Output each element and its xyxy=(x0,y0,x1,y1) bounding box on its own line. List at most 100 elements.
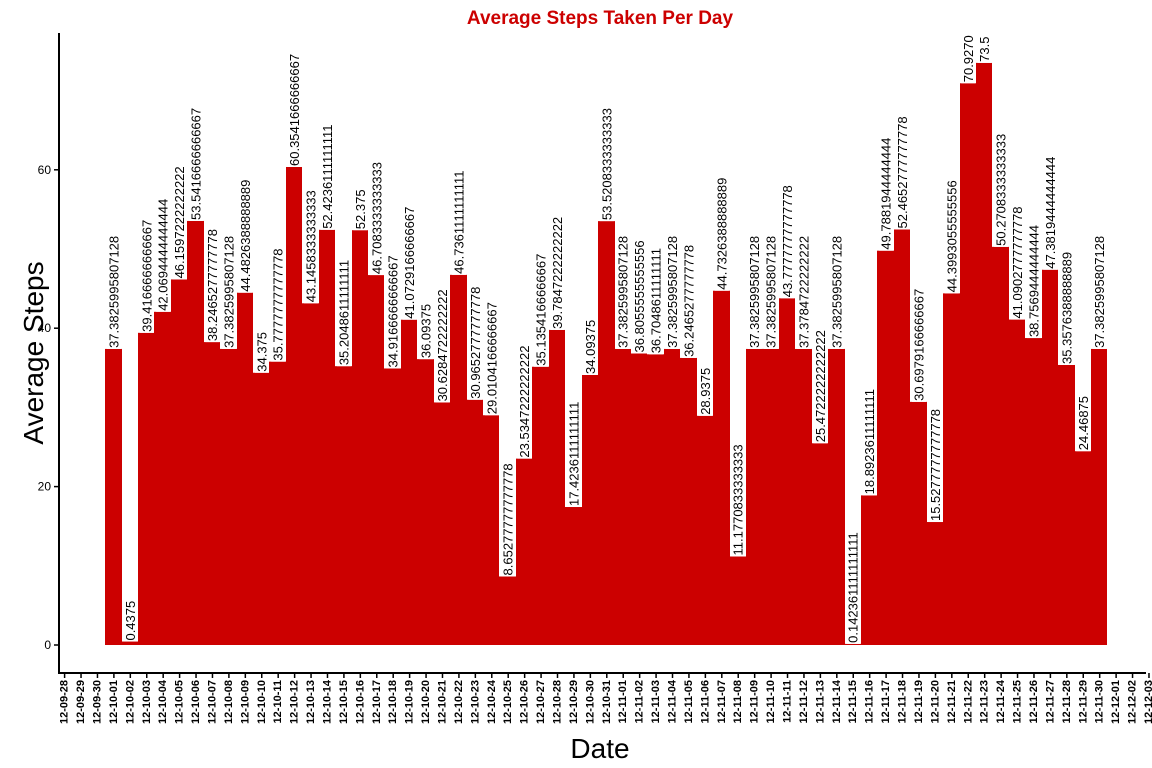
x-tick-label: 12-11-14 xyxy=(831,679,843,723)
data-label-text: 24.46875 xyxy=(1076,396,1091,450)
data-label-12-11-04: 37.3825995807128 xyxy=(665,234,680,349)
data-label-text: 30.9652777777778 xyxy=(468,287,483,399)
x-tick-label: 12-10-29 xyxy=(568,680,580,724)
data-label-background xyxy=(829,234,844,349)
bar-12-11-26 xyxy=(1025,338,1042,645)
x-tick-label: 12-11-07 xyxy=(716,680,728,723)
y-tick-label: 40 xyxy=(38,321,52,335)
data-label-text: 34.09375 xyxy=(583,320,598,374)
bar-12-10-23 xyxy=(467,399,483,645)
data-label-background xyxy=(665,234,680,349)
data-label-text: 52.4652777777778 xyxy=(895,116,910,228)
axes-layer: 0 20 40 60 12-09-28 12-09-29 12-09-30 12-10-01 1… xyxy=(38,33,1152,724)
data-label-background xyxy=(534,252,549,367)
data-label-12-10-13: 43.1458333333333 xyxy=(304,189,319,304)
data-label-text: 46.7083333333333 xyxy=(369,162,384,274)
bar-12-10-19 xyxy=(401,319,417,645)
data-label-text: 38.7569444444444 xyxy=(1026,225,1041,337)
x-tick-label: 12-11-21 xyxy=(946,680,958,723)
data-label-background xyxy=(221,234,236,349)
data-label-background xyxy=(599,107,614,222)
data-label-background xyxy=(172,165,187,280)
data-label-background xyxy=(386,254,401,369)
x-tick-label: 12-11-20 xyxy=(929,680,941,723)
data-label-12-10-12: 60.3541666666667 xyxy=(287,52,302,167)
data-label-background xyxy=(271,247,286,362)
x-tick-label: 12-11-09 xyxy=(749,680,761,723)
bar-12-11-27 xyxy=(1042,269,1058,645)
data-label-background xyxy=(254,330,269,373)
data-label-background xyxy=(583,318,598,375)
bar-12-10-04 xyxy=(154,311,171,645)
data-label-12-10-21: 30.6284722222222 xyxy=(435,288,450,403)
x-tick-label: 12-10-19 xyxy=(404,680,416,724)
x-tick-label: 12-10-05 xyxy=(174,680,186,724)
data-label-text: 46.7361111111111 xyxy=(451,170,466,273)
bar-12-11-02 xyxy=(631,353,647,645)
bar-12-10-09 xyxy=(237,292,253,645)
bar-12-10-28 xyxy=(549,329,565,645)
data-label-text: 28.9375 xyxy=(698,368,713,415)
x-tick-label: 12-09-28 xyxy=(59,680,71,724)
data-label-12-11-29: 24.46875 xyxy=(1076,394,1091,452)
data-label-12-11-16: 18.8923611111111 xyxy=(862,388,877,496)
data-label-background xyxy=(156,197,171,312)
data-label-background xyxy=(1043,155,1058,270)
data-label-text: 44.4826388888889 xyxy=(238,180,253,292)
data-label-12-11-01: 37.3825995807128 xyxy=(616,234,631,349)
x-tick-label: 12-11-23 xyxy=(979,680,991,723)
data-label-background xyxy=(1076,394,1091,452)
data-label-12-10-02: 0.4375 xyxy=(123,599,138,642)
bar-12-10-05 xyxy=(171,279,187,645)
data-label-background xyxy=(451,169,466,275)
chart-title: Average Steps Taken Per Day xyxy=(467,8,734,29)
data-label-12-10-19: 41.0729166666667 xyxy=(402,205,417,320)
data-label-text: 41.0902777777778 xyxy=(1010,206,1025,318)
data-label-text: 37.3784722222222 xyxy=(796,236,811,348)
x-tick-label: 12-10-04 xyxy=(157,679,169,724)
data-label-text: 44.7326388888889 xyxy=(714,178,729,290)
x-tick-label: 12-10-24 xyxy=(486,679,498,724)
data-label-background xyxy=(1059,250,1074,365)
x-tick-label: 12-10-09 xyxy=(239,680,251,724)
data-label-background xyxy=(320,123,335,230)
data-label-text: 39.4166666666667 xyxy=(139,220,154,332)
data-label-text: 18.8923611111111 xyxy=(862,389,877,494)
x-tick-label: 12-11-06 xyxy=(699,680,711,723)
x-tick-label: 12-10-20 xyxy=(420,680,432,724)
bar-12-11-03 xyxy=(647,354,664,645)
bar-12-10-03 xyxy=(138,332,154,645)
bar-12-11-19 xyxy=(910,401,927,645)
x-tick-label: 12-10-17 xyxy=(371,680,383,724)
bar-12-10-20 xyxy=(417,359,434,645)
x-tick-label: 12-11-03 xyxy=(650,680,662,723)
data-label-background xyxy=(862,388,877,496)
data-label-text: 44.3993055555556 xyxy=(944,180,959,292)
x-tick-label: 12-10-21 xyxy=(436,680,448,724)
data-label-text: 43.1458333333333 xyxy=(304,190,319,302)
x-tick-label: 12-10-13 xyxy=(305,680,317,724)
data-label-text: 36.8055555555556 xyxy=(632,240,647,352)
x-tick-label: 12-09-29 xyxy=(75,680,87,724)
data-label-text: 0.142361111111111 xyxy=(846,532,861,643)
bar-12-11-20 xyxy=(927,522,943,645)
bar-12-11-07 xyxy=(713,290,730,645)
bar-12-11-22 xyxy=(960,83,976,645)
data-label-background xyxy=(419,302,434,360)
x-tick-label: 12-09-30 xyxy=(91,680,103,724)
x-tick-label: 12-10-12 xyxy=(289,680,301,724)
data-label-12-11-06: 28.9375 xyxy=(698,366,713,416)
data-label-text: 53.5416666666667 xyxy=(189,108,204,220)
data-label-12-11-10: 37.3825995807128 xyxy=(764,234,779,349)
y-axis-title: Average Steps xyxy=(18,261,49,444)
bar-12-11-24 xyxy=(992,246,1009,646)
data-label-text: 37.3825995807128 xyxy=(1092,236,1107,348)
x-tick-label: 12-10-15 xyxy=(338,680,350,724)
data-label-text: 46.1597222222222 xyxy=(172,166,187,278)
x-tick-label: 12-10-28 xyxy=(552,680,564,724)
data-label-background xyxy=(402,205,417,320)
bar-12-10-14 xyxy=(319,229,335,645)
bar-12-10-11 xyxy=(269,361,286,645)
data-label-text: 41.0729166666667 xyxy=(402,207,417,319)
x-tick-label: 12-11-10 xyxy=(765,680,777,723)
